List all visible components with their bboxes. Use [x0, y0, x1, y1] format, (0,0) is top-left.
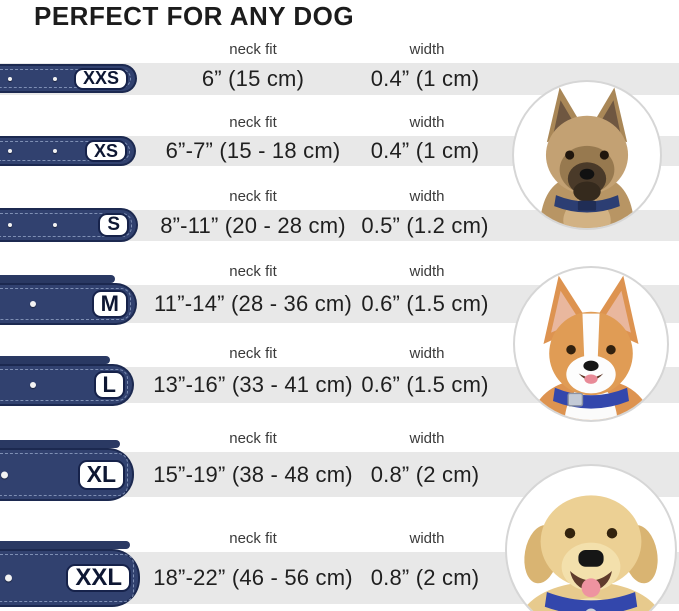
collar-stitching [0, 554, 134, 602]
width-header: width [409, 188, 445, 205]
neck-fit-header: neck fit [229, 41, 277, 58]
neck-fit-value: 6”-7” (15 - 18 cm) [165, 138, 341, 163]
yellow-labrador-image [522, 495, 660, 611]
collar-hole [5, 574, 12, 582]
collar-hole [1, 471, 8, 478]
collar-graphic: XS [0, 136, 136, 166]
collar-hole [8, 149, 12, 153]
column-headers: neck fit width [0, 114, 679, 132]
width-header: width [409, 345, 445, 362]
neck-fit-header: neck fit [229, 430, 277, 447]
neck-fit-header: neck fit [229, 114, 277, 131]
collar-hole [30, 301, 36, 307]
size-label: S [98, 213, 129, 237]
collar-hole [8, 76, 12, 81]
width-value: 0.6” (1.5 cm) [361, 372, 489, 397]
width-header: width [409, 114, 445, 131]
column-headers: neck fit width [0, 345, 679, 363]
collar-hole [53, 149, 57, 153]
collar-hole [30, 382, 36, 388]
neck-fit-value: 8”-11” (20 - 28 cm) [160, 212, 346, 238]
width-value: 0.8” (2 cm) [370, 461, 480, 487]
size-label: XXS [73, 67, 128, 90]
cairn-terrier-image [539, 87, 635, 228]
column-headers: neck fit width [0, 430, 679, 448]
collar-stitching [0, 369, 128, 401]
size-label: XS [84, 140, 127, 162]
collar-graphic: L [0, 364, 134, 406]
corgi-image [530, 275, 652, 420]
neck-fit-header: neck fit [229, 345, 277, 362]
collar-graphic: XL [0, 448, 134, 501]
width-value: 0.4” (1 cm) [370, 66, 480, 91]
collar-hole [53, 223, 57, 227]
width-value: 0.4” (1 cm) [370, 138, 480, 163]
width-value: 0.8” (2 cm) [370, 565, 480, 590]
size-label: XXL [66, 564, 131, 592]
collar-hole [53, 76, 57, 81]
terrier-photo-circle [512, 80, 662, 230]
neck-fit-header: neck fit [229, 263, 277, 280]
width-value: 0.5” (1.2 cm) [361, 212, 489, 238]
collar-underlayer [0, 356, 110, 364]
neck-fit-value: 11”-14” (28 - 36 cm) [154, 291, 352, 316]
width-value: 0.6” (1.5 cm) [361, 291, 489, 316]
neck-fit-value: 13”-16” (33 - 41 cm) [153, 372, 353, 397]
size-label: XL [77, 459, 125, 490]
page-title: PERFECT FOR ANY DOG [34, 1, 355, 31]
collar-stitching [0, 288, 131, 320]
collar-underlayer [0, 440, 120, 448]
collar-underlayer [0, 541, 130, 549]
size-label: M [91, 290, 128, 318]
column-headers: neck fit width [0, 530, 679, 548]
column-headers: neck fit width [0, 188, 679, 206]
width-header: width [409, 41, 445, 58]
width-header: width [409, 263, 445, 280]
collar-hole [8, 223, 12, 227]
column-headers: neck fit width [0, 263, 679, 281]
labrador-photo-circle [505, 464, 677, 611]
width-header: width [409, 430, 445, 447]
neck-fit-value: 18”-22” (46 - 56 cm) [153, 565, 353, 590]
corgi-photo-circle [513, 266, 669, 422]
neck-fit-header: neck fit [229, 188, 277, 205]
collar-stitching [0, 69, 131, 88]
collar-stitching [0, 213, 132, 237]
collar-graphic: XXL [0, 549, 140, 607]
collar-stitching [0, 141, 130, 161]
width-header: width [409, 530, 445, 547]
collar-stitching [0, 453, 128, 496]
collar-graphic: S [0, 208, 138, 242]
collar-graphic: XXS [0, 64, 137, 93]
neck-fit-value: 15”-19” (38 - 48 cm) [153, 461, 353, 487]
collar-graphic: M [0, 283, 137, 325]
neck-fit-header: neck fit [229, 530, 277, 547]
column-headers: neck fit width [0, 41, 679, 59]
size-label: L [93, 371, 125, 399]
neck-fit-value: 6” (15 cm) [201, 66, 305, 91]
collar-underlayer [0, 275, 115, 283]
